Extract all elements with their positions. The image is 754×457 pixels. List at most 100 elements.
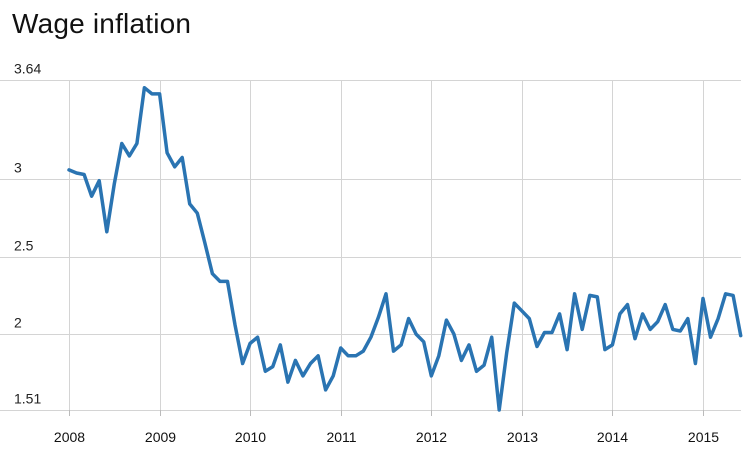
- x-tick-label: 2013: [507, 429, 538, 445]
- data-point: [709, 336, 712, 339]
- data-point: [694, 362, 697, 365]
- x-tick-label: 2015: [688, 429, 719, 445]
- data-point: [317, 354, 320, 357]
- data-point: [588, 294, 591, 297]
- data-point: [558, 312, 561, 315]
- data-point: [347, 354, 350, 357]
- data-point: [611, 343, 614, 346]
- x-tick-label: 2012: [416, 429, 447, 445]
- data-point: [385, 292, 388, 295]
- data-point: [656, 320, 659, 323]
- data-point: [445, 319, 448, 322]
- data-point: [75, 172, 78, 175]
- data-point: [649, 328, 652, 331]
- data-point: [188, 202, 191, 205]
- data-point: [490, 336, 493, 339]
- data-point: [151, 92, 154, 95]
- data-point: [400, 343, 403, 346]
- x-tick-label: 2011: [326, 429, 356, 445]
- data-point: [520, 309, 523, 312]
- data-point: [460, 359, 463, 362]
- data-point: [98, 179, 101, 182]
- data-point: [166, 151, 169, 154]
- data-point: [294, 359, 297, 362]
- data-point: [641, 312, 644, 315]
- data-point: [354, 354, 357, 357]
- x-axis-tick-marks: [69, 410, 704, 416]
- data-point: [543, 331, 546, 334]
- data-point: [332, 374, 335, 377]
- data-point: [551, 331, 554, 334]
- x-tick-label: 2014: [597, 429, 628, 445]
- data-point: [377, 316, 380, 319]
- data-point: [498, 409, 501, 412]
- data-point: [528, 317, 531, 320]
- data-point: [196, 212, 199, 215]
- data-point: [475, 370, 478, 373]
- data-point: [362, 350, 365, 353]
- data-point: [286, 381, 289, 384]
- data-point: [211, 272, 214, 275]
- data-point: [702, 297, 705, 300]
- data-point: [173, 165, 176, 168]
- data-point: [249, 342, 252, 345]
- data-point: [513, 302, 516, 305]
- y-tick-label: 3.64: [14, 61, 41, 77]
- horizontal-gridlines: [0, 80, 741, 411]
- chart-title: Wage inflation: [12, 8, 192, 39]
- y-tick-label: 3: [14, 160, 22, 176]
- data-point: [686, 317, 689, 320]
- y-axis-tick-labels: 3.64 3 2.5 2 1.51: [14, 61, 41, 407]
- data-point: [279, 343, 282, 346]
- data-point: [618, 312, 621, 315]
- x-axis-tick-labels: 2008 2009 2010 2011 2012 2013 2014 2015: [54, 429, 719, 445]
- data-point: [392, 350, 395, 353]
- data-point: [309, 362, 312, 365]
- data-point: [422, 340, 425, 343]
- data-point: [301, 374, 304, 377]
- data-point: [415, 333, 418, 336]
- data-point: [271, 365, 274, 368]
- series-line: [67, 85, 743, 412]
- data-point: [581, 328, 584, 331]
- data-point: [83, 173, 86, 176]
- data-point: [732, 294, 735, 297]
- data-point: [256, 336, 259, 339]
- series-group: [67, 85, 743, 412]
- data-point: [536, 345, 539, 348]
- data-point: [505, 351, 508, 354]
- data-point: [264, 370, 267, 373]
- data-point: [369, 336, 372, 339]
- x-tick-label: 2009: [145, 429, 176, 445]
- data-point: [105, 230, 108, 233]
- data-point: [679, 330, 682, 333]
- data-point: [430, 374, 433, 377]
- data-point: [468, 343, 471, 346]
- data-point: [634, 337, 637, 340]
- data-point: [68, 168, 71, 171]
- data-point: [437, 354, 440, 357]
- x-tick-label: 2010: [235, 429, 266, 445]
- data-point: [339, 347, 342, 350]
- data-point: [181, 156, 184, 159]
- data-point: [626, 303, 629, 306]
- data-point: [234, 323, 237, 326]
- data-point: [158, 92, 161, 95]
- data-point: [143, 86, 146, 89]
- data-point: [407, 317, 410, 320]
- x-tick-label: 2008: [54, 429, 85, 445]
- data-point: [219, 280, 222, 283]
- data-point: [452, 333, 455, 336]
- data-point: [483, 364, 486, 367]
- data-point: [724, 292, 727, 295]
- y-tick-label: 2: [14, 315, 22, 331]
- data-point: [113, 182, 116, 185]
- data-point: [90, 195, 93, 198]
- data-point: [566, 348, 569, 351]
- data-point: [135, 142, 138, 145]
- data-point: [120, 142, 123, 145]
- data-point: [241, 362, 244, 365]
- y-tick-label: 1.51: [14, 391, 41, 407]
- data-point: [324, 388, 327, 391]
- data-point: [596, 295, 599, 298]
